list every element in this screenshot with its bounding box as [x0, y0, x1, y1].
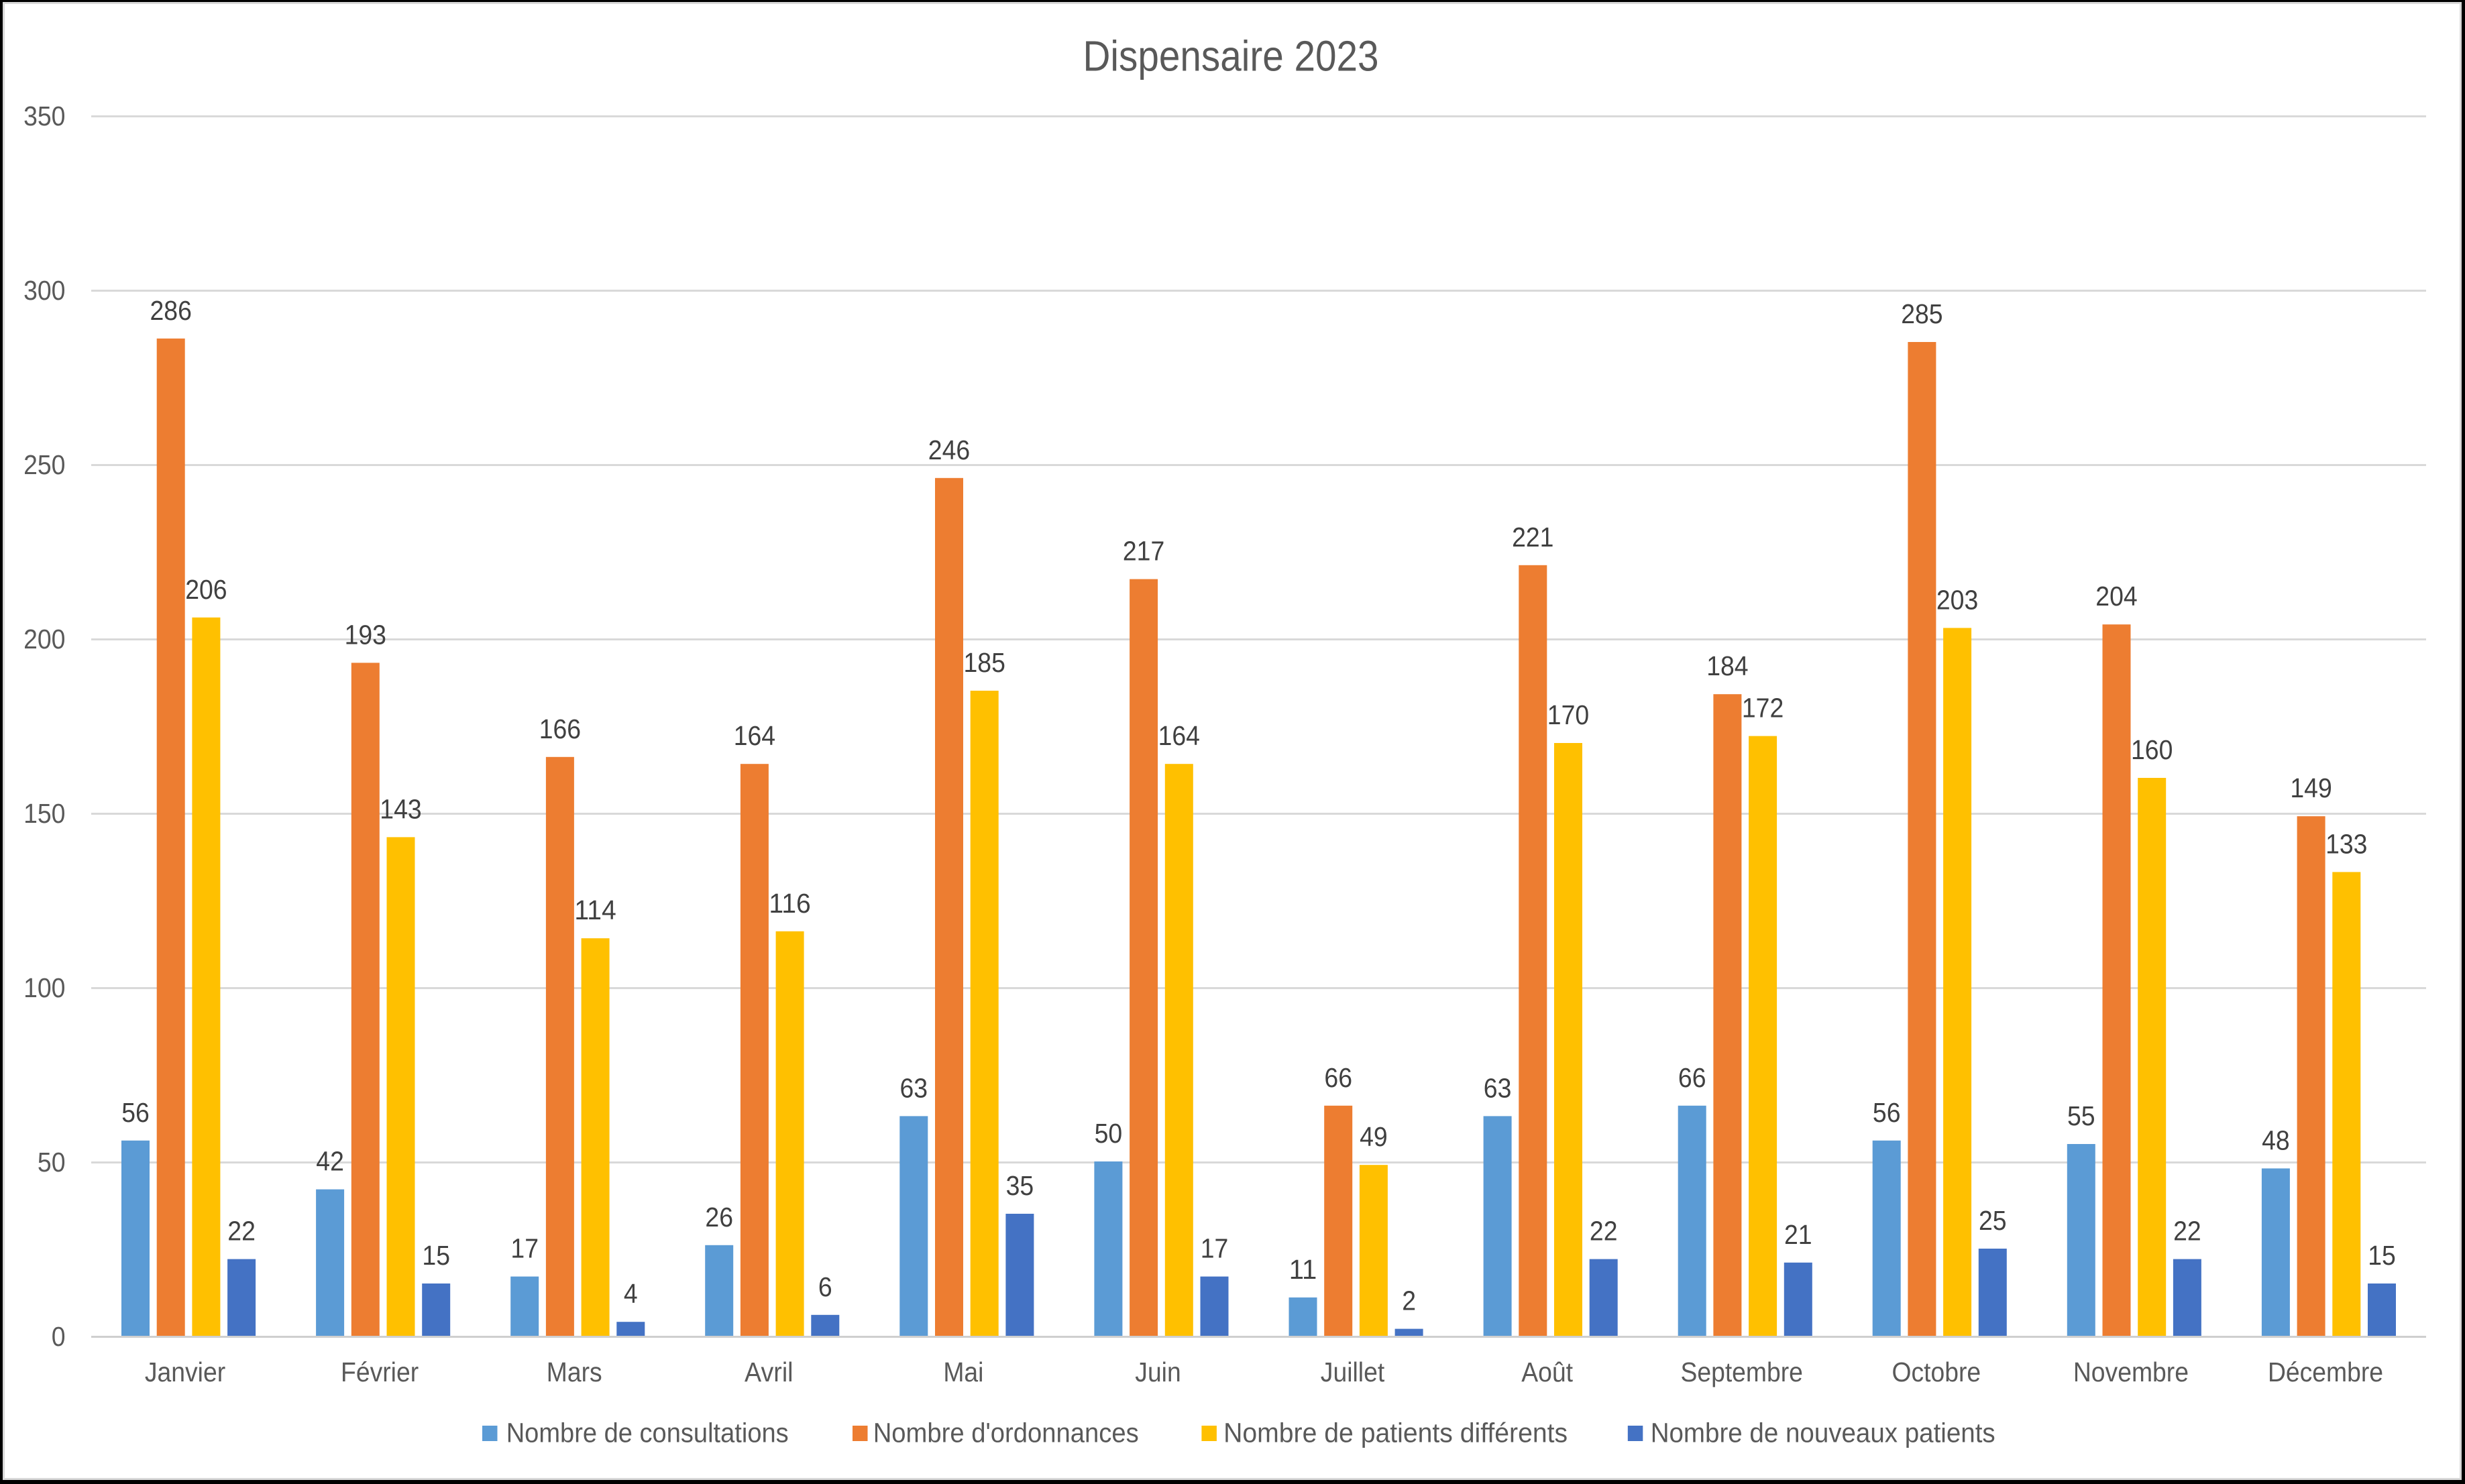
svg-text:Nombre de nouveaux patients: Nombre de nouveaux patients: [1651, 1418, 1995, 1448]
svg-text:Juillet: Juillet: [1321, 1357, 1385, 1387]
svg-text:200: 200: [23, 624, 65, 654]
svg-text:22: 22: [2173, 1216, 2201, 1247]
svg-text:2: 2: [1402, 1286, 1416, 1316]
svg-text:11: 11: [1289, 1254, 1317, 1285]
svg-text:204: 204: [2095, 581, 2137, 612]
svg-text:Février: Février: [341, 1357, 419, 1387]
svg-text:160: 160: [2131, 734, 2173, 765]
svg-text:Octobre: Octobre: [1892, 1357, 1981, 1387]
svg-text:Mai: Mai: [943, 1357, 983, 1387]
svg-text:26: 26: [705, 1202, 733, 1233]
svg-text:170: 170: [1547, 699, 1589, 730]
svg-text:164: 164: [734, 720, 775, 751]
svg-text:22: 22: [227, 1216, 256, 1247]
svg-text:48: 48: [2262, 1125, 2290, 1155]
svg-text:Août: Août: [1521, 1357, 1573, 1387]
svg-text:185: 185: [964, 647, 1005, 678]
svg-text:Juin: Juin: [1135, 1357, 1181, 1387]
svg-text:21: 21: [1784, 1219, 1812, 1250]
svg-text:193: 193: [345, 619, 386, 650]
svg-text:149: 149: [2290, 773, 2332, 803]
svg-text:Janvier: Janvier: [145, 1357, 225, 1387]
svg-text:42: 42: [316, 1146, 344, 1177]
svg-text:166: 166: [539, 714, 581, 744]
svg-text:350: 350: [23, 101, 65, 131]
svg-text:Nombre de patients différents: Nombre de patients différents: [1223, 1418, 1568, 1448]
svg-text:250: 250: [23, 449, 65, 480]
svg-text:22: 22: [1590, 1216, 1618, 1247]
svg-text:15: 15: [422, 1240, 450, 1271]
svg-text:Nombre de consultations: Nombre de consultations: [506, 1418, 789, 1448]
svg-text:66: 66: [1324, 1062, 1352, 1093]
svg-text:133: 133: [2325, 828, 2367, 859]
svg-text:49: 49: [1360, 1121, 1388, 1152]
svg-text:6: 6: [818, 1271, 832, 1302]
svg-text:246: 246: [928, 435, 970, 465]
svg-text:Mars: Mars: [547, 1357, 602, 1387]
svg-text:203: 203: [1936, 584, 1978, 615]
svg-text:Dispensaire 2023: Dispensaire 2023: [1083, 32, 1379, 80]
svg-text:63: 63: [1484, 1072, 1512, 1103]
svg-text:143: 143: [380, 793, 421, 824]
svg-text:35: 35: [1006, 1170, 1034, 1201]
svg-text:4: 4: [624, 1278, 638, 1309]
svg-text:116: 116: [769, 888, 810, 919]
svg-text:Décembre: Décembre: [2268, 1357, 2383, 1387]
svg-text:300: 300: [23, 275, 65, 306]
svg-text:56: 56: [121, 1097, 150, 1128]
svg-text:66: 66: [1678, 1062, 1706, 1093]
svg-text:221: 221: [1512, 522, 1553, 553]
svg-text:172: 172: [1742, 693, 1784, 724]
svg-text:Septembre: Septembre: [1680, 1357, 1803, 1387]
svg-text:114: 114: [574, 895, 616, 925]
svg-text:Novembre: Novembre: [2073, 1357, 2189, 1387]
svg-text:164: 164: [1158, 720, 1200, 751]
svg-text:206: 206: [185, 574, 227, 605]
svg-text:217: 217: [1123, 536, 1164, 567]
svg-text:50: 50: [38, 1147, 66, 1178]
svg-text:56: 56: [1873, 1097, 1901, 1128]
svg-text:100: 100: [23, 972, 65, 1003]
svg-text:285: 285: [1901, 298, 1942, 329]
svg-text:150: 150: [23, 798, 65, 829]
svg-text:17: 17: [510, 1233, 539, 1264]
svg-text:15: 15: [2368, 1240, 2396, 1271]
svg-text:286: 286: [150, 295, 192, 326]
svg-text:55: 55: [2067, 1100, 2095, 1131]
svg-text:184: 184: [1706, 650, 1748, 681]
svg-text:50: 50: [1095, 1118, 1123, 1149]
svg-text:Nombre d'ordonnances: Nombre d'ordonnances: [873, 1418, 1139, 1448]
svg-text:0: 0: [52, 1321, 66, 1352]
svg-text:63: 63: [900, 1072, 928, 1103]
svg-text:Avril: Avril: [745, 1357, 793, 1387]
svg-text:17: 17: [1201, 1233, 1229, 1264]
svg-text:25: 25: [1979, 1205, 2007, 1236]
